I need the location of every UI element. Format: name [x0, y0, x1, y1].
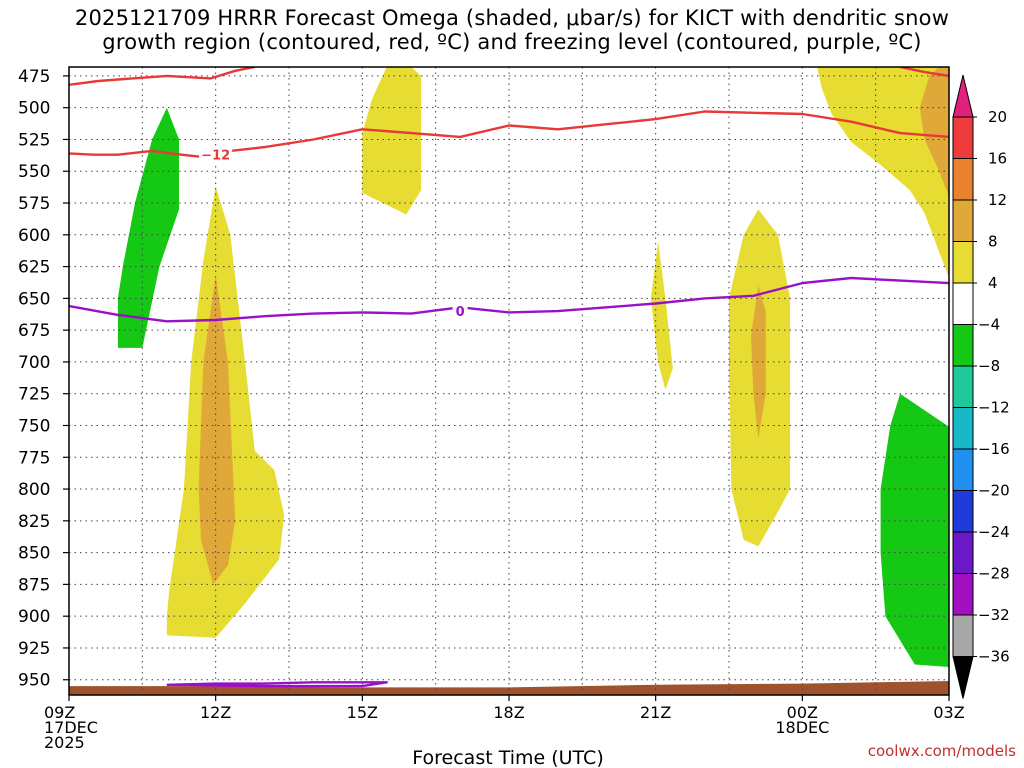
colorbar-label: −36 — [978, 648, 1010, 666]
colorbar-bin — [952, 490, 974, 533]
y-tick-label: 800 — [18, 480, 50, 500]
contour-label: −12 — [201, 149, 230, 164]
y-tick-label: 475 — [18, 67, 50, 87]
y-tick-label: 875 — [18, 575, 50, 595]
x-axis-title: Forecast Time (UTC) — [412, 747, 603, 768]
x-tick-label: 21Z — [640, 703, 671, 722]
colorbar-label: 20 — [988, 108, 1007, 126]
axes-layer: 475 500 525 550 575 600 625 650 675 700 725 750 775 8… — [18, 66, 965, 752]
y-tick-label: 900 — [18, 607, 50, 627]
y-tick-label: 775 — [18, 448, 50, 468]
colorbar-label: 16 — [988, 150, 1007, 168]
y-tick-label: 925 — [18, 639, 50, 659]
chart-title: 2025121709 HRRR Forecast Omega (shaded, … — [0, 6, 1024, 54]
contour-label-background — [452, 303, 468, 320]
x-tick-label: 00Z — [787, 703, 818, 722]
colorbar-bin — [952, 324, 974, 367]
y-tick-label: 525 — [18, 130, 50, 150]
chart-title-line-1: 2025121709 HRRR Forecast Omega (shaded, … — [74, 6, 950, 30]
colorbar-bin — [952, 199, 974, 242]
colorbar-bin — [952, 74, 974, 118]
x-tick-label: 12Z — [200, 703, 231, 722]
credit-text: coolwx.com/models — [868, 742, 1016, 760]
dgz-minus12-contour — [69, 110, 949, 159]
y-tick-label: 650 — [18, 289, 50, 309]
x-tick-label: 03Z — [933, 703, 964, 722]
y-tick-label: 675 — [18, 321, 50, 341]
y-tick-label: 575 — [18, 194, 50, 214]
y-tick-label: 700 — [18, 353, 50, 373]
colorbar-label: −8 — [978, 357, 1000, 375]
y-tick-label: 725 — [18, 385, 50, 405]
orange-region-late — [919, 67, 949, 197]
y-tick-label: 625 — [18, 258, 50, 278]
contour-label-background — [199, 146, 233, 163]
y-tick-label: 850 — [18, 544, 50, 564]
omega-shading-layer — [69, 67, 949, 695]
colorbar-bin — [952, 116, 974, 159]
colorbar-label: 12 — [988, 191, 1007, 209]
chart-title-line-2: growth region (contoured, red, ºC) and f… — [102, 30, 922, 54]
colorbar-bin — [952, 365, 974, 408]
colorbar: 20 16 12 8 4 −4 −8 −12 −16 −20 −24 −28 −32 −36 — [952, 74, 1010, 699]
colorbar-label: −28 — [978, 565, 1010, 583]
y-tick-label: 825 — [18, 512, 50, 532]
yellow-region-late — [817, 67, 949, 278]
orange-region-2330z — [751, 285, 766, 439]
green-region-late — [880, 393, 949, 667]
colorbar-label: −32 — [978, 606, 1010, 624]
x-tick-label: 2025 — [44, 733, 85, 752]
x-tick-label: 18Z — [493, 703, 524, 722]
colorbar-label: −20 — [978, 482, 1010, 500]
colorbar-bin — [952, 241, 974, 284]
colorbar-label: 8 — [988, 233, 998, 251]
contour-label: 0 — [456, 305, 465, 320]
dgz-upper-right-contour — [899, 67, 949, 78]
colorbar-bin — [952, 573, 974, 616]
colorbar-bin — [952, 407, 974, 450]
contour-layer: −12 0 — [69, 67, 949, 688]
x-tick-label: 15Z — [347, 703, 378, 722]
yellow-region-21z — [650, 241, 673, 390]
x-tick-label: 09Z — [44, 703, 75, 722]
y-tick-label: 500 — [18, 99, 50, 119]
freezing-level-contour — [69, 276, 949, 323]
colorbar-bin — [952, 158, 974, 201]
colorbar-label: −12 — [978, 399, 1010, 417]
y-tick-label: 750 — [18, 416, 50, 436]
orange-region-12z — [198, 275, 236, 585]
green-region-early — [117, 107, 179, 348]
colorbar-bin — [952, 448, 974, 491]
colorbar-bin — [952, 531, 974, 574]
colorbar-label: −4 — [978, 316, 1000, 334]
colorbar-label: 4 — [988, 274, 998, 292]
y-tick-label: 550 — [18, 162, 50, 182]
y-tick-label: 600 — [18, 226, 50, 246]
colorbar-bin — [952, 282, 974, 325]
y-tick-label: 950 — [18, 671, 50, 691]
colorbar-bin — [952, 656, 974, 699]
grid-layer — [69, 67, 949, 695]
freezing-level-surface-contour — [166, 681, 388, 688]
x-tick-label: 17DEC — [44, 718, 98, 737]
colorbar-label: −16 — [978, 440, 1010, 458]
colorbar-bin — [952, 614, 974, 657]
x-tick-label: 18DEC — [775, 718, 829, 737]
yellow-region-15z — [362, 67, 421, 215]
dgz-upper-contour — [69, 67, 256, 86]
colorbar-label: −24 — [978, 523, 1010, 541]
